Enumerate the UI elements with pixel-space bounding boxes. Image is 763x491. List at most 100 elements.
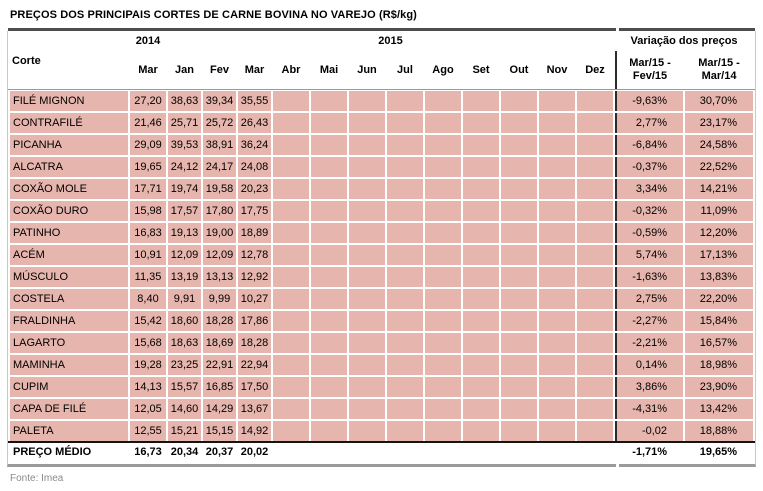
- month-header-10-out: Out: [509, 64, 529, 76]
- empty-month-cell: [349, 421, 385, 441]
- empty-month-cell: [501, 201, 537, 221]
- empty-month-cell: [501, 377, 537, 397]
- variacao-group-header: Variação dos preços: [630, 35, 738, 47]
- empty-month-cell: [387, 311, 423, 331]
- empty-month-cell: [349, 157, 385, 177]
- corte-name-cell: PATINHO: [10, 223, 128, 243]
- empty-month-cell: [577, 135, 614, 155]
- table-row: MAMINHA 19,28 23,25 22,91 22,94 0,14% 18,98%: [10, 355, 754, 375]
- empty-month-cell: [273, 135, 309, 155]
- price-cell-0: 29,09: [130, 135, 166, 155]
- empty-month-cell: [577, 421, 614, 441]
- corte-name-cell: COSTELA: [10, 289, 128, 309]
- empty-month-cell: [577, 289, 614, 309]
- empty-month-cell: [425, 333, 461, 353]
- price-cell-0: 16,73: [130, 443, 166, 462]
- empty-month-cell: [349, 443, 385, 462]
- variacao-mar15-mar14-cell: 18,98%: [685, 355, 754, 375]
- empty-month-cell: [349, 311, 385, 331]
- price-cell-2: 39,34: [203, 91, 236, 111]
- empty-month-cell: [273, 377, 309, 397]
- empty-month-cell: [349, 113, 385, 133]
- price-cell-2: 15,15: [203, 421, 236, 441]
- price-cell-0: 21,46: [130, 113, 166, 133]
- price-cell-3: 26,43: [238, 113, 271, 133]
- empty-month-cell: [463, 355, 499, 375]
- corte-name-cell: MÚSCULO: [10, 267, 128, 287]
- price-cell-1: 17,57: [168, 201, 201, 221]
- empty-month-cell: [425, 179, 461, 199]
- year-2014-header: 2014: [135, 35, 161, 47]
- year-2015-header: 2015: [378, 35, 403, 47]
- price-cell-3: 36,24: [238, 135, 271, 155]
- empty-month-cell: [273, 399, 309, 419]
- empty-month-cell: [273, 333, 309, 353]
- month-header-8-ago: Ago: [432, 64, 454, 76]
- price-cell-0: 17,71: [130, 179, 166, 199]
- empty-month-cell: [387, 289, 423, 309]
- empty-month-cell: [425, 443, 461, 462]
- empty-month-cell: [577, 245, 614, 265]
- empty-month-cell: [501, 355, 537, 375]
- empty-month-cell: [273, 289, 309, 309]
- month-header-12-dez: Dez: [585, 64, 605, 76]
- variacao-mar15-fev15-cell: 5,74%: [615, 245, 684, 265]
- price-cell-1: 38,63: [168, 91, 201, 111]
- empty-month-cell: [311, 267, 347, 287]
- empty-month-cell: [539, 223, 575, 243]
- empty-month-cell: [463, 421, 499, 441]
- empty-month-cell: [425, 355, 461, 375]
- variacao-mar15-mar14-cell: 18,88%: [685, 421, 754, 441]
- table-row: CONTRAFILÉ 21,46 25,71 25,72 26,43 2,77% 23,17…: [10, 113, 754, 133]
- empty-month-cell: [539, 421, 575, 441]
- empty-month-cell: [387, 91, 423, 111]
- corte-name-cell: LAGARTO: [10, 333, 128, 353]
- empty-month-cell: [387, 157, 423, 177]
- table-row: ALCATRA 19,65 24,12 24,17 24,08 -0,37% 22,52%: [10, 157, 754, 177]
- empty-month-cell: [463, 443, 499, 462]
- table-row: ACÉM 10,91 12,09 12,09 12,78 5,74% 17,13%: [10, 245, 754, 265]
- source-note: Fonte: Imea: [10, 473, 64, 484]
- price-cell-2: 24,17: [203, 157, 236, 177]
- empty-month-cell: [577, 443, 614, 462]
- empty-month-cell: [539, 245, 575, 265]
- price-cell-3: 12,78: [238, 245, 271, 265]
- empty-month-cell: [577, 91, 614, 111]
- empty-month-cell: [311, 399, 347, 419]
- empty-month-cell: [311, 201, 347, 221]
- empty-month-cell: [311, 157, 347, 177]
- price-cell-3: 35,55: [238, 91, 271, 111]
- price-cell-0: 15,98: [130, 201, 166, 221]
- price-table: Corte 2014 2015 Variação dos preços Mar J…: [8, 31, 756, 464]
- table-row: PATINHO 16,83 19,13 19,00 18,89 -0,59% 12,20%: [10, 223, 754, 243]
- empty-month-cell: [273, 201, 309, 221]
- empty-month-cell: [311, 311, 347, 331]
- empty-month-cell: [349, 289, 385, 309]
- empty-month-cell: [501, 443, 537, 462]
- variacao-mar15-fev15-cell: 0,14%: [615, 355, 684, 375]
- price-cell-0: 19,28: [130, 355, 166, 375]
- price-cell-3: 17,75: [238, 201, 271, 221]
- empty-month-cell: [387, 113, 423, 133]
- variacao-mar15-mar14-cell: 13,42%: [685, 399, 754, 419]
- table-row: COXÃO MOLE 17,71 19,74 19,58 20,23 3,34% 14,21…: [10, 179, 754, 199]
- price-cell-1: 24,12: [168, 157, 201, 177]
- corte-name-cell: CAPA DE FILÉ: [10, 399, 128, 419]
- empty-month-cell: [273, 91, 309, 111]
- price-cell-0: 11,35: [130, 267, 166, 287]
- empty-month-cell: [349, 201, 385, 221]
- month-header-3-mar: Mar: [244, 64, 265, 76]
- price-cell-0: 8,40: [130, 289, 166, 309]
- price-cell-3: 17,50: [238, 377, 271, 397]
- empty-month-cell: [387, 355, 423, 375]
- price-cell-3: 14,92: [238, 421, 271, 441]
- price-cell-0: 15,42: [130, 311, 166, 331]
- empty-month-cell: [273, 157, 309, 177]
- corte-name-cell: CUPIM: [10, 377, 128, 397]
- empty-month-cell: [539, 267, 575, 287]
- empty-month-cell: [349, 135, 385, 155]
- corte-name-cell: PALETA: [10, 421, 128, 441]
- empty-month-cell: [501, 333, 537, 353]
- price-cell-1: 14,60: [168, 399, 201, 419]
